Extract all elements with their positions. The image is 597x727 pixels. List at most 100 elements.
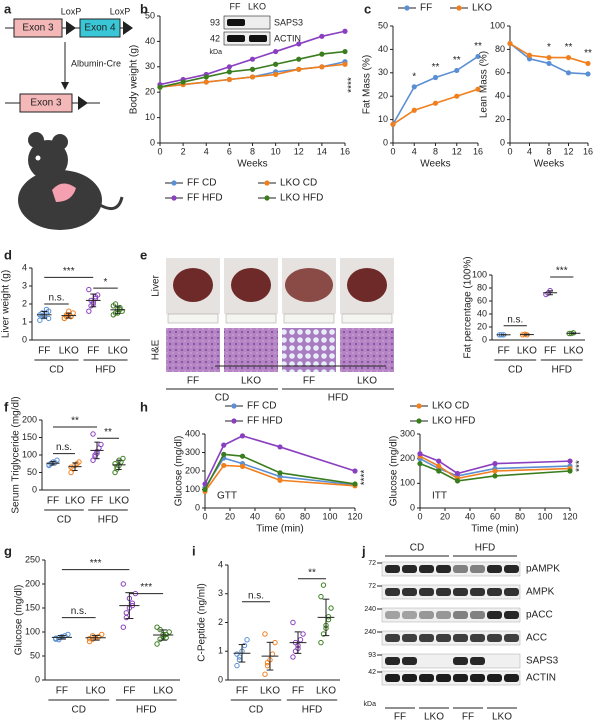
legend-marker — [171, 180, 177, 186]
row-label: Liver — [151, 274, 162, 296]
x-tick-label: LKO — [65, 496, 85, 507]
data-point — [526, 52, 533, 58]
y-tick-label: 0 — [32, 484, 37, 494]
y-tick-label: 0 — [410, 502, 415, 512]
x-tick-label: 0 — [417, 511, 422, 521]
x-tick-label: 4 — [527, 146, 532, 156]
cre-label: Albumin-Cre — [71, 58, 121, 68]
blot-band — [436, 611, 451, 619]
y-tick-label: 300 — [185, 447, 200, 457]
blot-band — [436, 634, 451, 642]
data-point — [273, 48, 279, 55]
blot-band — [453, 565, 468, 573]
liver — [231, 268, 271, 302]
data-point — [436, 458, 442, 464]
series-line — [392, 88, 479, 125]
y-tick-label: 20 — [495, 114, 505, 124]
y-tick-label: 400 — [185, 428, 200, 438]
y-tick-label: 0 — [150, 137, 155, 147]
data-point — [86, 308, 92, 314]
blot-row-label: pAMPK — [526, 564, 560, 575]
data-point — [226, 69, 232, 75]
annotation: *** — [90, 558, 102, 569]
exon-label: Exon 4 — [84, 23, 116, 34]
y-tick-label: 250 — [25, 554, 40, 564]
blot-band — [419, 611, 434, 619]
data-point — [546, 54, 552, 61]
he-image — [224, 328, 278, 372]
blot-band — [470, 611, 485, 619]
panel-label: a — [4, 1, 12, 16]
blot-row-label: ACTIN — [274, 33, 301, 43]
y-tick-label: 300 — [400, 428, 415, 438]
blot-band — [487, 674, 502, 682]
data-point — [565, 70, 572, 76]
x-tick-label: 8 — [433, 146, 438, 156]
data-point — [249, 74, 256, 80]
blot-band — [487, 634, 502, 642]
lane-label: FF — [230, 1, 241, 11]
data-point — [475, 53, 481, 60]
blot-row-label: pACC — [526, 610, 553, 621]
y-tick-label: 4 — [22, 262, 27, 272]
blot-row-label: ACTIN — [526, 673, 556, 684]
blot-band — [402, 674, 417, 682]
x-tick-label: 120 — [347, 511, 362, 521]
blot-band — [487, 565, 502, 573]
liver — [285, 268, 333, 302]
legend-label: FF — [420, 3, 432, 14]
annotation: ** — [71, 416, 79, 427]
data-point — [454, 478, 461, 484]
data-point — [226, 76, 232, 83]
annotation: *** — [63, 266, 75, 277]
x-tick-label: 60 — [490, 511, 500, 521]
annotation: ITT — [432, 491, 447, 502]
annotation: ** — [432, 62, 440, 73]
data-point — [89, 636, 96, 642]
y-tick-label: 100 — [22, 449, 37, 459]
blot-band — [419, 634, 434, 642]
data-point — [236, 657, 243, 663]
data-point — [180, 79, 186, 85]
data-point — [277, 473, 283, 480]
y-axis-label: C-Peptide (ng/ml) — [197, 583, 208, 661]
annotation: ** — [584, 48, 592, 59]
marker-label: 72 — [368, 583, 376, 590]
data-point — [76, 459, 82, 465]
blot-band — [504, 674, 519, 682]
data-point — [546, 60, 552, 67]
lane-label: LKO — [248, 1, 266, 11]
data-point — [123, 610, 130, 616]
data-point — [120, 624, 127, 630]
panel-label: f — [4, 399, 9, 414]
marker-label: 42 — [368, 669, 376, 676]
y-tick-label: 3 — [22, 280, 27, 290]
panel-label: g — [4, 543, 12, 558]
blot-band — [385, 657, 400, 665]
data-point — [269, 651, 276, 657]
data-point — [492, 468, 498, 474]
legend-marker — [416, 418, 422, 424]
annotation: *** — [140, 582, 152, 593]
x-tick-label: 8 — [546, 146, 551, 156]
marker-label: 240 — [364, 629, 376, 636]
legend-marker — [264, 195, 270, 201]
data-point — [290, 654, 296, 660]
data-point — [507, 40, 513, 47]
blot-band — [470, 588, 485, 596]
x-tick-label: 12 — [452, 146, 462, 156]
y-axis-label: Body weight (g) — [129, 45, 140, 114]
loxp-label: LoxP — [110, 6, 131, 16]
x-axis-label: Time (min) — [256, 524, 303, 535]
y-tick-label: 10 — [378, 114, 388, 124]
data-point — [296, 41, 302, 47]
data-point — [352, 468, 358, 474]
blot-frame — [381, 653, 521, 669]
y-tick-label: 60 — [477, 295, 487, 305]
annotation: *** — [556, 266, 568, 277]
y-tick-label: 40 — [477, 308, 487, 318]
y-tick-label: 200 — [400, 453, 415, 463]
row-label: H&E — [151, 339, 162, 360]
panel-label: b — [140, 1, 148, 16]
annotation: **** — [347, 77, 358, 93]
